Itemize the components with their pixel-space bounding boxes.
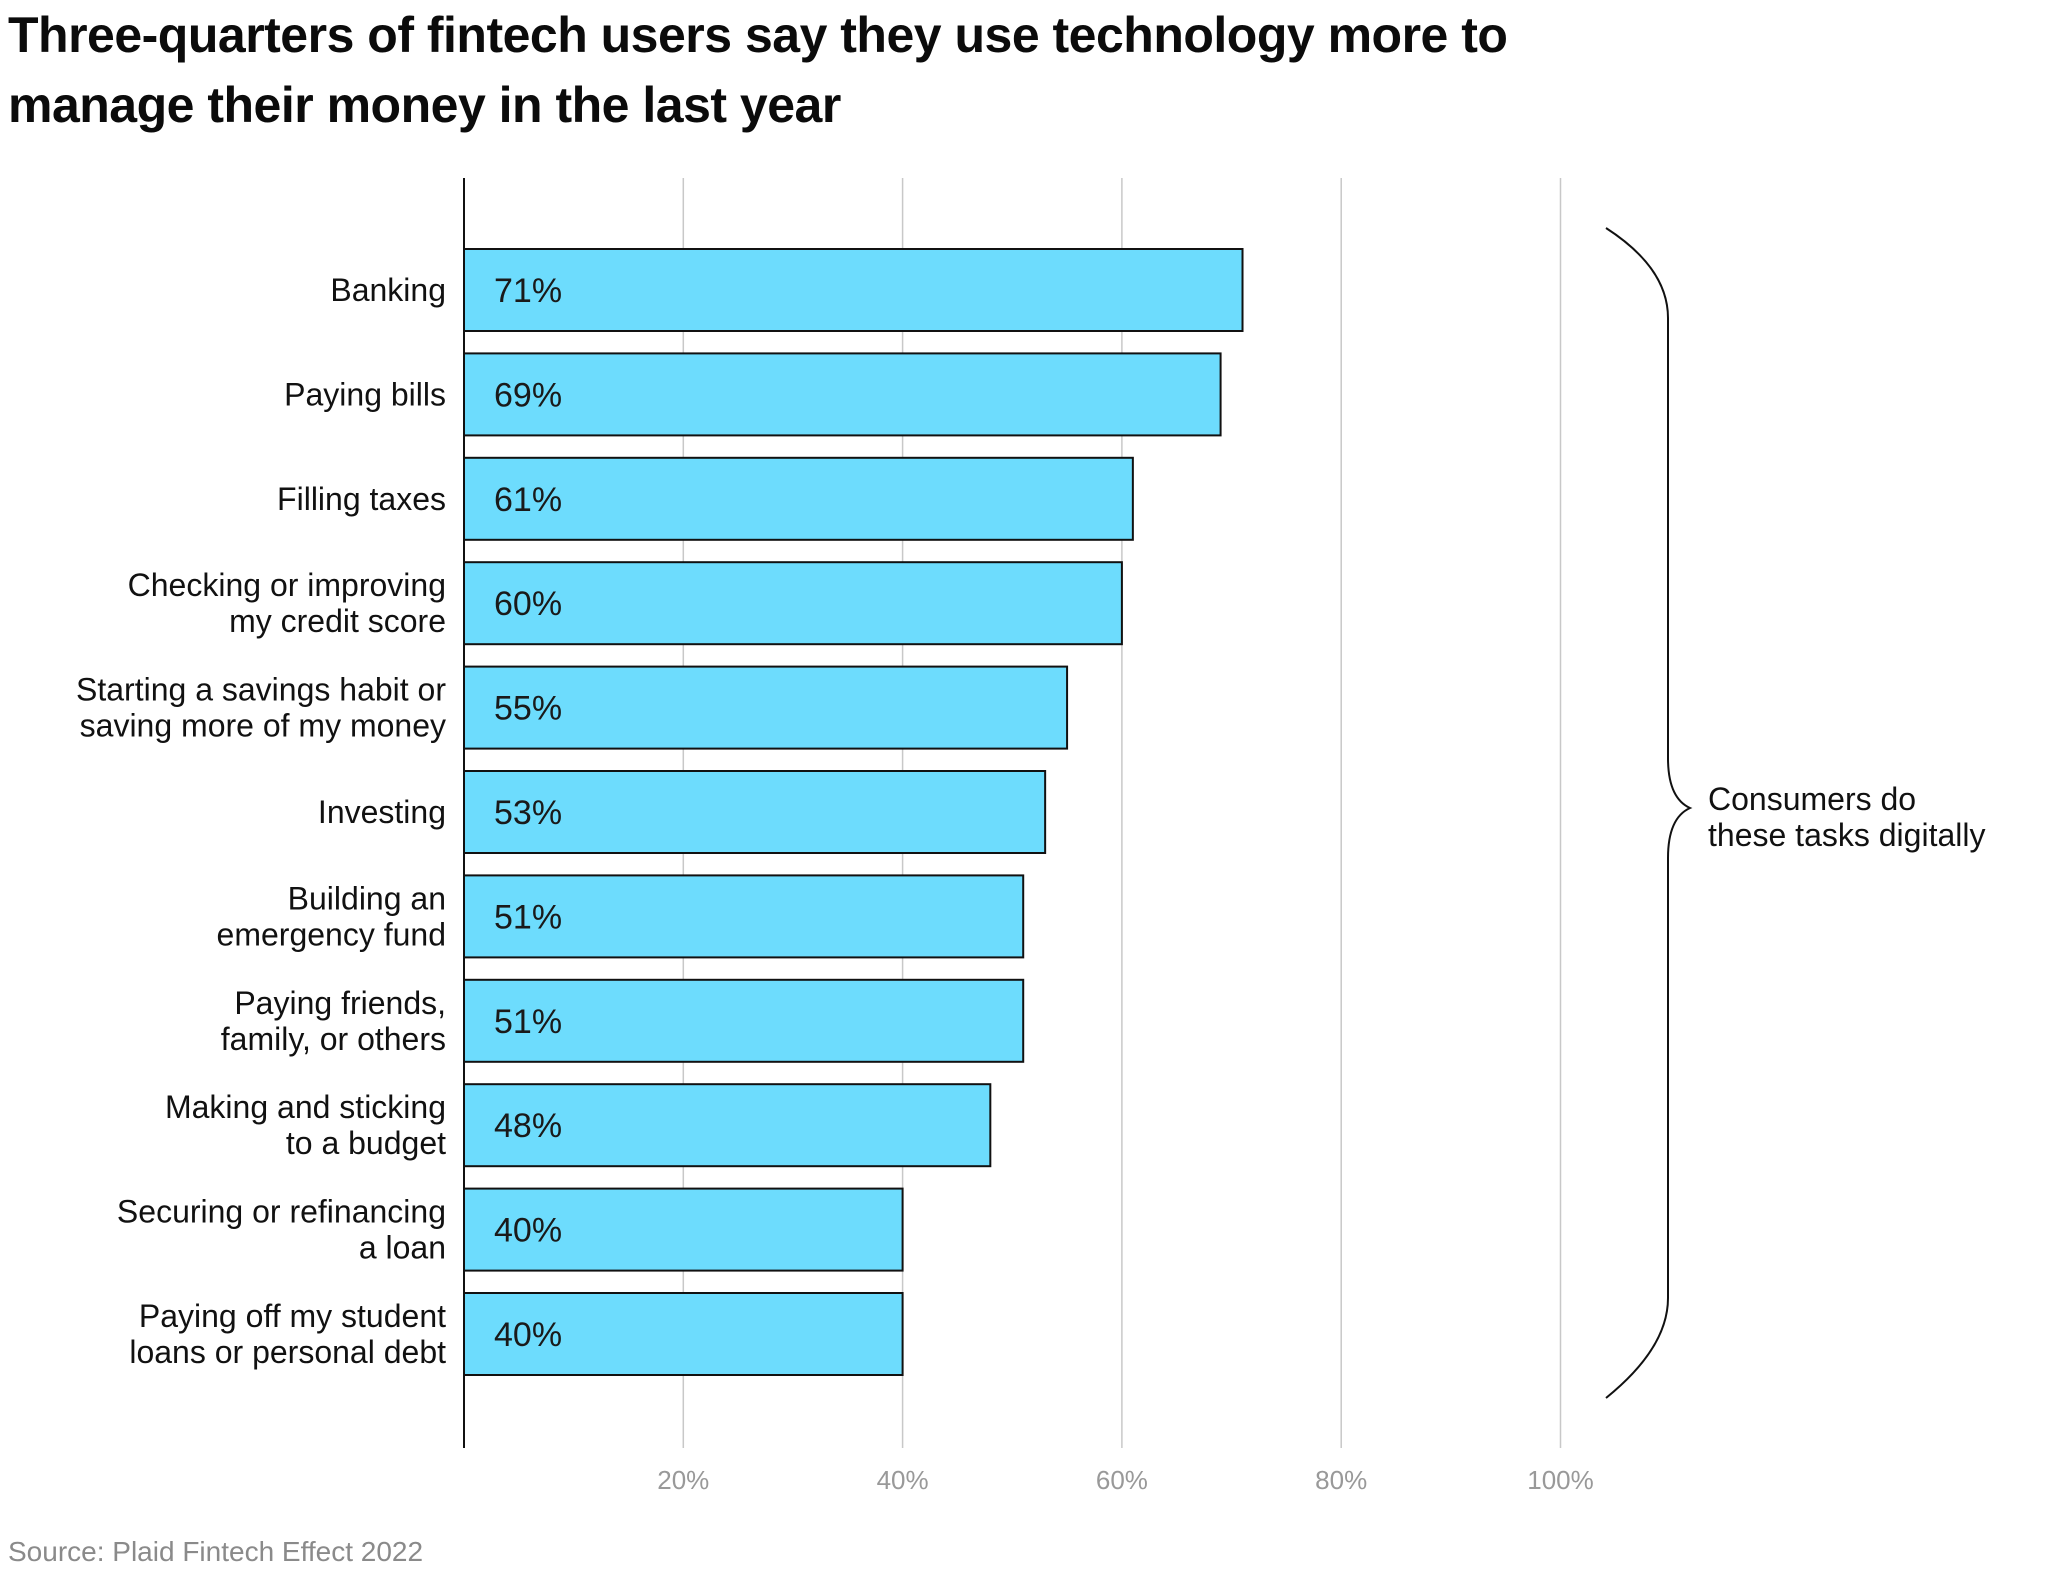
bar-value-label: 40% bbox=[494, 1212, 562, 1250]
x-tick-label: 100% bbox=[1527, 1465, 1594, 1495]
bar-value-label: 51% bbox=[494, 898, 562, 936]
bar bbox=[463, 352, 1222, 437]
category-label: Building an emergency fund bbox=[217, 880, 446, 952]
bar bbox=[463, 770, 1047, 854]
category-label: Paying off my student loans or personal d… bbox=[129, 1298, 446, 1370]
bar bbox=[463, 248, 1244, 332]
bar bbox=[463, 1292, 904, 1376]
category-label: Paying bills bbox=[284, 376, 446, 412]
bar-value-label: 53% bbox=[494, 794, 562, 832]
annotation-text: Consumers do these tasks digitally bbox=[1708, 781, 1985, 853]
category-label: Making and sticking to a budget bbox=[165, 1089, 446, 1161]
value-labels: 71% 69% 61% 60% 55% 53% 51% 51% 48% 40% 40% bbox=[494, 272, 562, 1354]
category-label: Paying friends, family, or others bbox=[221, 985, 446, 1057]
bar-value-label: 61% bbox=[494, 481, 562, 519]
bar-value-label: 71% bbox=[494, 272, 562, 310]
source-note: Source: Plaid Fintech Effect 2022 bbox=[8, 1536, 424, 1567]
bar-value-label: 48% bbox=[494, 1107, 562, 1145]
bar bbox=[463, 456, 1134, 541]
bar-value-label: 55% bbox=[494, 690, 562, 728]
category-label: Filling taxes bbox=[277, 481, 446, 517]
bar-value-label: 60% bbox=[494, 585, 562, 623]
category-labels: Banking Paying bills Filling taxes Checking… bbox=[76, 272, 446, 1370]
bar-value-label: 69% bbox=[494, 376, 562, 414]
bar-value-label: 51% bbox=[494, 1003, 562, 1041]
x-tick-label: 40% bbox=[877, 1465, 929, 1495]
category-label: Starting a savings habit or saving more o… bbox=[76, 672, 446, 744]
x-tick-label: 60% bbox=[1096, 1465, 1148, 1495]
category-label: Investing bbox=[318, 794, 446, 830]
bar bbox=[463, 561, 1123, 646]
category-label: Securing or refinancing a loan bbox=[117, 1194, 446, 1266]
bar bbox=[463, 978, 1025, 1063]
brace-annotation bbox=[1605, 227, 1693, 1399]
bar bbox=[463, 1187, 904, 1272]
category-label: Checking or improving my credit score bbox=[128, 567, 446, 639]
category-label: Banking bbox=[330, 272, 446, 308]
bar bbox=[463, 1083, 992, 1168]
x-tick-label: 20% bbox=[657, 1465, 709, 1495]
annotation: Consumers do these tasks digitally bbox=[1605, 227, 1985, 1399]
bar bbox=[463, 665, 1069, 750]
bars bbox=[463, 248, 1244, 1376]
x-tick-label: 80% bbox=[1315, 1465, 1367, 1495]
chart-title: Three-quarters of fintech users say they… bbox=[8, 7, 1508, 133]
tick-labels: 20% 40% 60% 80% 100% bbox=[657, 1465, 1593, 1495]
bar-value-label: 40% bbox=[494, 1316, 562, 1354]
